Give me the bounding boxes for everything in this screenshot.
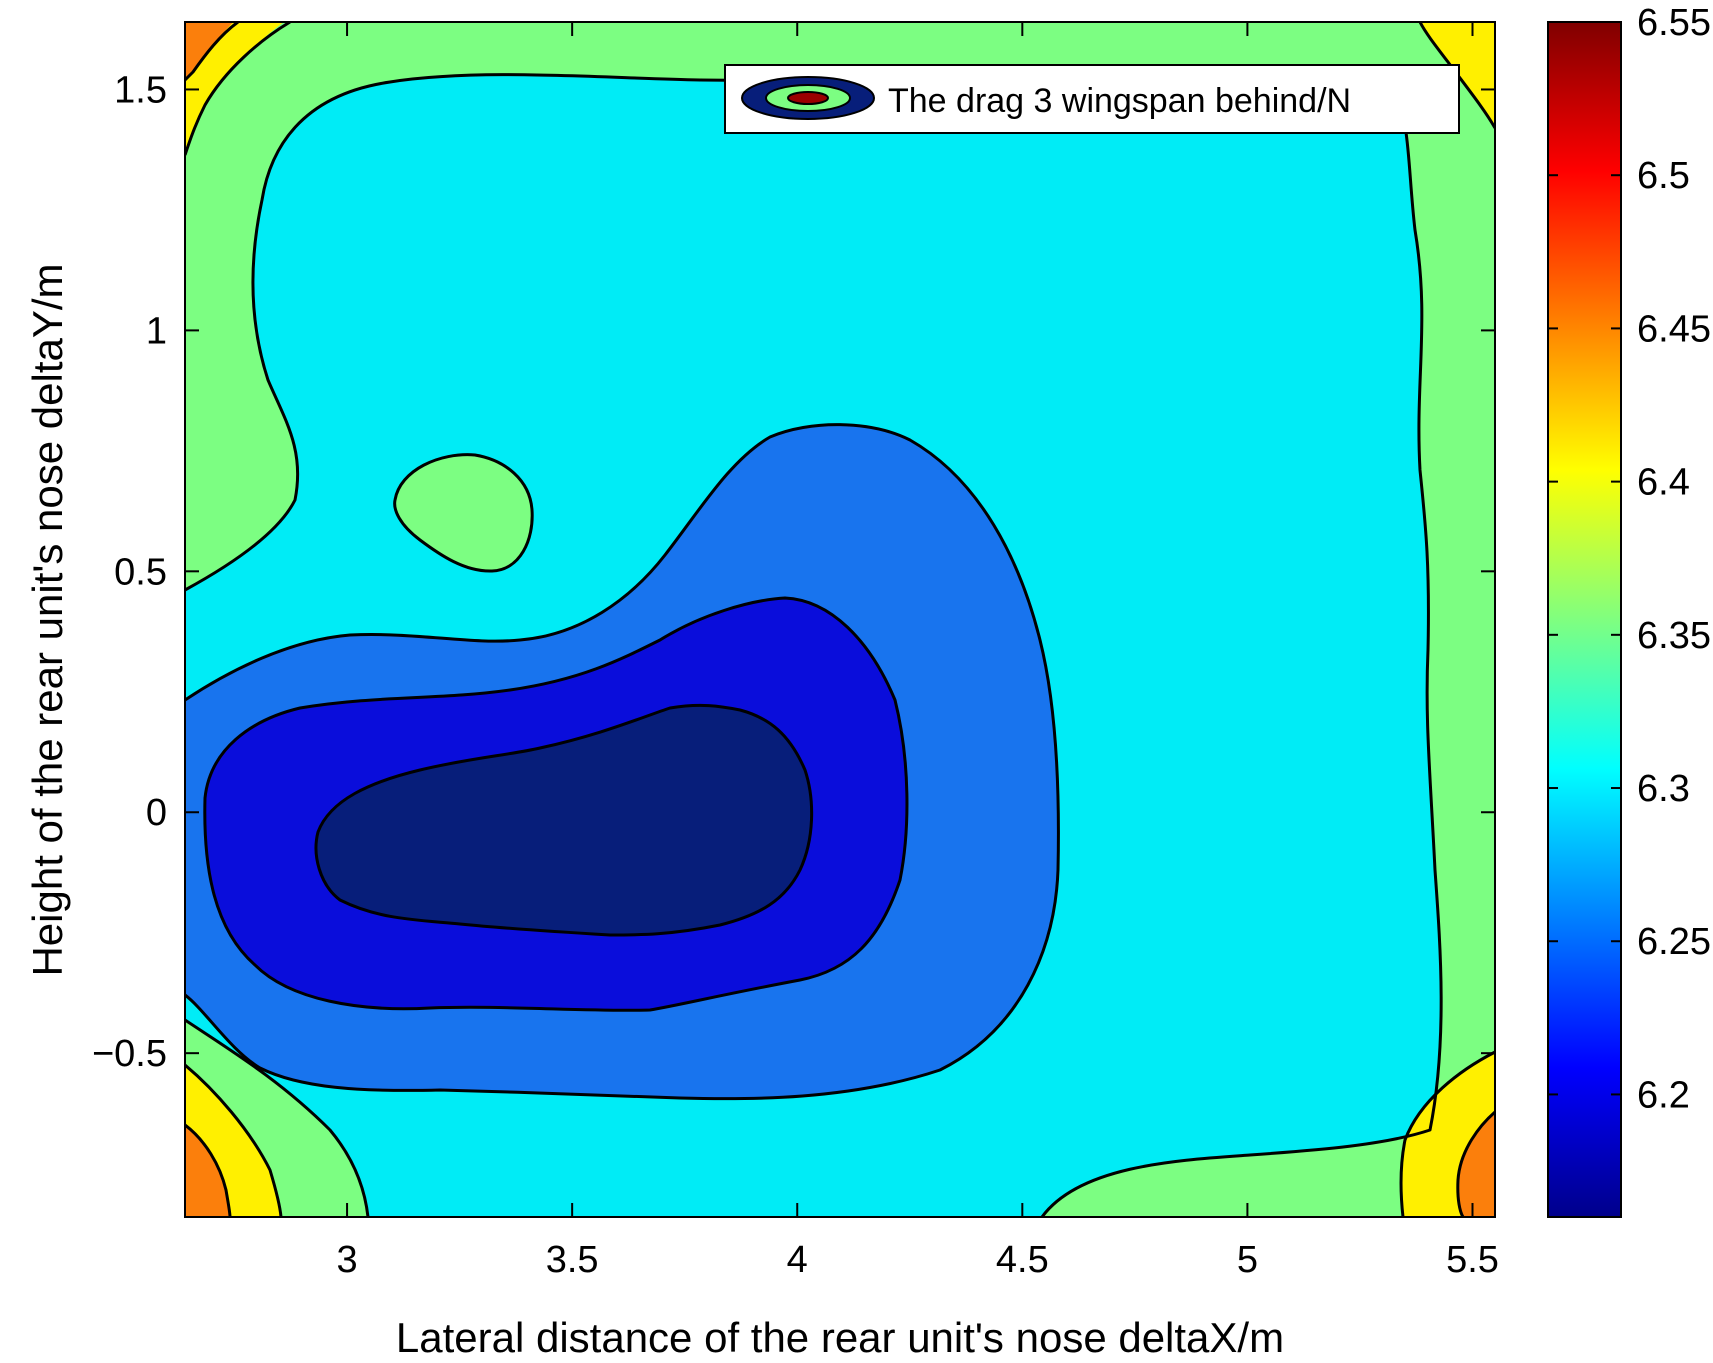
contour-line-6.4-topleft — [185, 22, 291, 156]
colorbar-tick-label: 6.4 — [1637, 462, 1690, 504]
contour-line-6.35-bump — [393, 453, 534, 573]
y-tick-label: 1 — [146, 310, 167, 352]
colorbar-tick-label: 6.45 — [1637, 308, 1711, 350]
y-tick-label: 1.5 — [114, 69, 167, 111]
colorbar-gradient — [1547, 21, 1622, 1218]
legend: The drag 3 wingspan behind/N — [724, 64, 1460, 134]
contour-plot-area — [185, 22, 1495, 1217]
x-tick-label: 4 — [787, 1239, 808, 1281]
contour-line-6.25 — [185, 423, 1060, 1101]
y-tick-label: 0.5 — [114, 551, 167, 593]
contour-line-6.2 — [203, 596, 909, 1012]
colorbar-ticks: 6.2 6.25 6.3 6.35 6.4 6.45 6.5 6.55 — [1548, 2, 1711, 1116]
colorbar-tick-label: 6.35 — [1637, 615, 1711, 657]
contour-line-6.45-bottomright — [1456, 1110, 1495, 1217]
x-axis-ticks: 3 3.5 4 4.5 5 5.5 — [336, 22, 1499, 1281]
contour-fill-6.35-bump — [394, 454, 533, 572]
contour-fill-6.45-bottomleft — [185, 1125, 230, 1217]
contour-fill-6.4-topleft — [185, 22, 284, 155]
contour-line-6.45-topleft — [185, 22, 239, 82]
x-tick-label: 3 — [336, 1239, 357, 1281]
contour-fill-6.45-bottomright — [1457, 1112, 1495, 1217]
colorbar: 6.2 6.25 6.3 6.35 6.4 6.45 6.5 6.55 — [1547, 2, 1711, 1218]
plot-frame — [184, 21, 1496, 1218]
x-axis-label: Lateral distance of the rear unit's nose… — [396, 1314, 1284, 1361]
contour-line-6.45-bottomleft — [185, 1123, 232, 1217]
contour-line-6.15 — [314, 703, 814, 937]
legend-swatch-icon — [741, 76, 875, 120]
y-axis-label: Height of the rear unit's nose deltaY/m — [24, 263, 71, 976]
colorbar-tick-label: 6.3 — [1637, 768, 1690, 810]
y-tick-label: 0 — [146, 792, 167, 834]
colorbar-tick-label: 6.25 — [1637, 921, 1711, 963]
y-axis-ticks: −0.5 0 0.5 1 1.5 — [92, 69, 1495, 1075]
x-tick-label: 5.5 — [1446, 1239, 1499, 1281]
x-tick-label: 3.5 — [546, 1239, 599, 1281]
contour-fill-min — [316, 705, 812, 935]
x-tick-label: 5 — [1237, 1239, 1258, 1281]
y-tick-label: −0.5 — [92, 1033, 167, 1075]
contour-line-6.4-bottomright — [1399, 1050, 1495, 1217]
contour-line-6.4-bottomleft — [185, 1063, 283, 1217]
contour-line-6.4-topright — [1418, 22, 1495, 129]
colorbar-tick-label: 6.5 — [1637, 155, 1690, 197]
colorbar-tick-label: 6.55 — [1637, 2, 1711, 44]
x-tick-label: 4.5 — [996, 1239, 1049, 1281]
legend-label: The drag 3 wingspan behind/N — [888, 82, 1351, 120]
contour-line-6.35-bottom — [185, 1018, 370, 1217]
colorbar-tick-label: 6.2 — [1637, 1074, 1690, 1116]
